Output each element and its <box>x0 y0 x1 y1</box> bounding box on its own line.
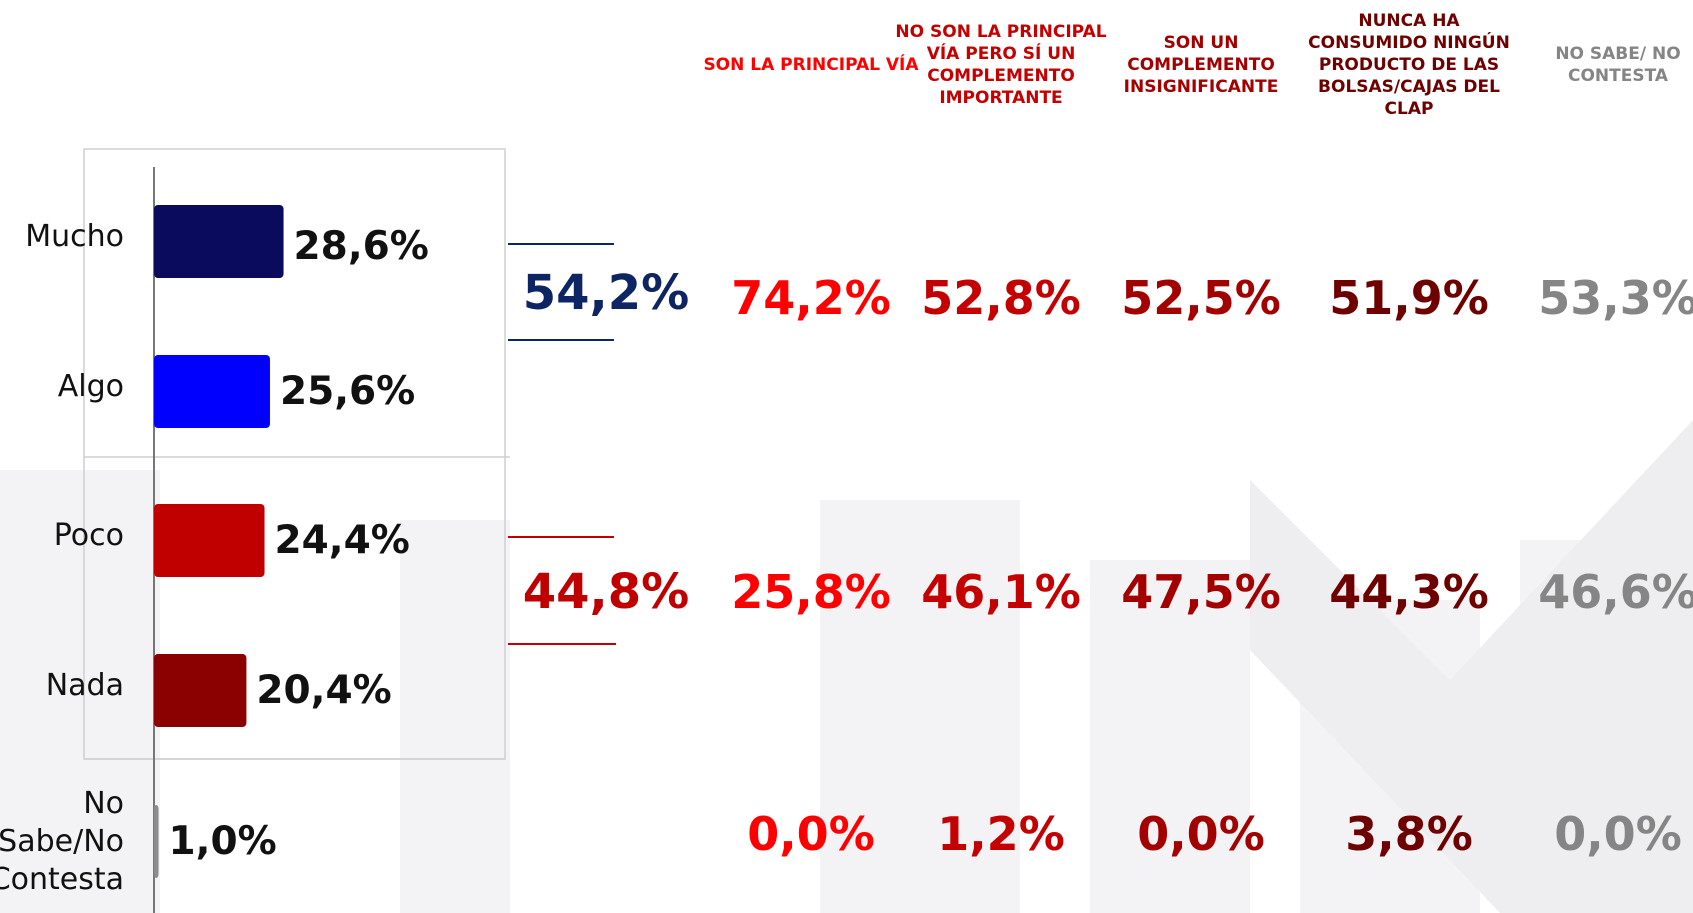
column-header: NUNCA HA CONSUMIDO NINGÚN PRODUCTO DE LA… <box>1299 5 1519 125</box>
cell-value: 53,3% <box>1513 268 1693 328</box>
category-label: Poco <box>0 496 124 576</box>
cell-value: 46,1% <box>896 562 1106 622</box>
cell-value: 47,5% <box>1096 562 1306 622</box>
value-label: 25,6% <box>280 362 415 422</box>
category-label: Mucho <box>0 197 124 277</box>
bar <box>154 654 246 727</box>
cell-value: 0,0% <box>1513 804 1693 864</box>
cell-value: 52,8% <box>896 268 1106 328</box>
group-total: 54,2% <box>506 263 706 323</box>
cell-value: 51,9% <box>1304 268 1514 328</box>
value-label: 24,4% <box>275 511 410 571</box>
cell-value: 52,5% <box>1096 268 1306 328</box>
category-label: No Sabe/No Contesta <box>0 802 124 882</box>
page: Mucho 28,6% Algo 25,6% Poco 24,4% Nada 20,4% No … <box>0 0 1693 913</box>
bar <box>154 355 270 428</box>
value-label: 20,4% <box>256 661 391 721</box>
cell-value: 0,0% <box>706 804 916 864</box>
column-header: SON LA PRINCIPAL VÍA <box>701 5 921 125</box>
group-total: 44,8% <box>506 562 706 622</box>
cell-value: 1,2% <box>896 804 1106 864</box>
bar <box>154 805 159 878</box>
column-header: SON UN COMPLEMENTO INSIGNIFICANTE <box>1091 5 1311 125</box>
cell-value: 44,3% <box>1304 562 1514 622</box>
cell-value: 0,0% <box>1096 804 1306 864</box>
bar <box>154 504 265 577</box>
value-label: 1,0% <box>169 812 277 872</box>
category-label: Algo <box>0 347 124 427</box>
cell-value: 46,6% <box>1513 562 1693 622</box>
category-label: Nada <box>0 646 124 726</box>
value-label: 28,6% <box>294 217 429 277</box>
decor <box>0 0 1693 913</box>
cell-value: 74,2% <box>706 268 916 328</box>
bar <box>154 205 284 278</box>
cell-value: 25,8% <box>706 562 916 622</box>
column-header: NO SON LA PRINCIPAL VÍA PERO SÍ UN COMPL… <box>891 5 1111 125</box>
column-header: NO SABE/ NO CONTESTA <box>1508 5 1693 125</box>
cell-value: 3,8% <box>1304 804 1514 864</box>
